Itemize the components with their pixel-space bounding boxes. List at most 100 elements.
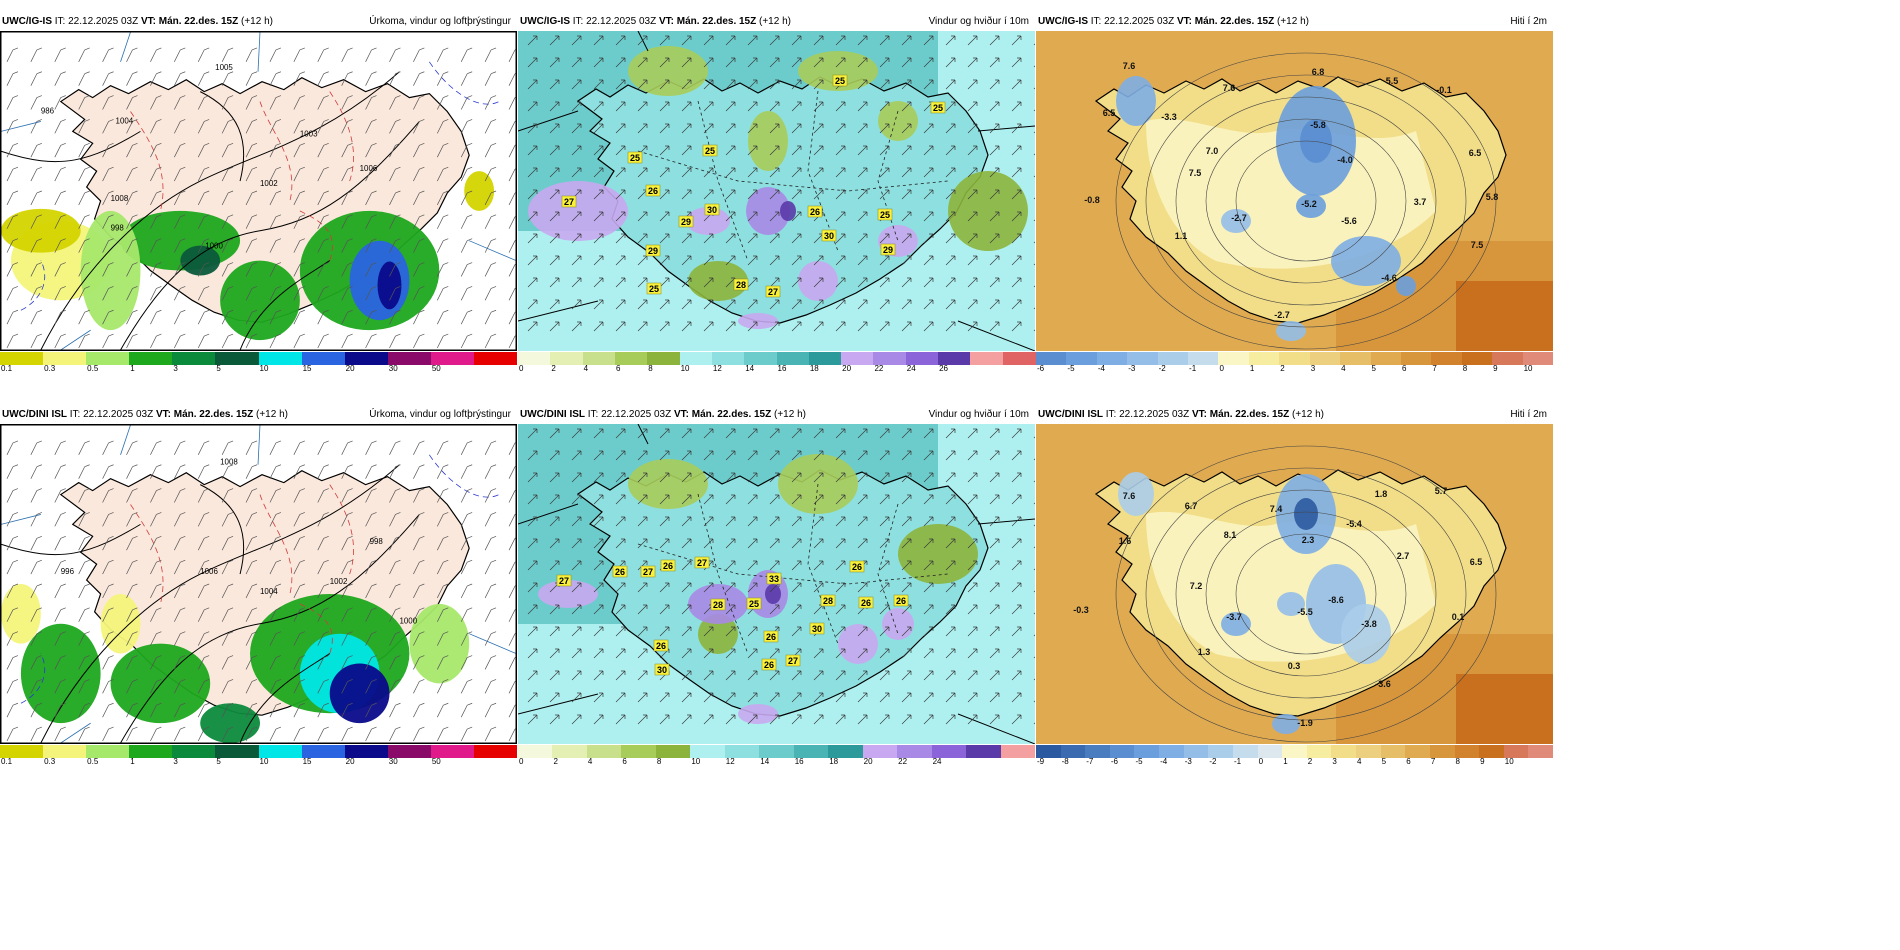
colorbar-tick: 7 [1430,757,1436,766]
it-label: IT: [587,409,599,420]
colorbar-tick: 1 [1283,757,1288,766]
colorbar-swatch [86,745,130,758]
panel-dini-temp: UWC/DINI ISL IT: 22.12.2025 03Z VT: Mán.… [1036,406,1554,766]
svg-text:33: 33 [769,574,779,584]
colorbar-tick: -7 [1086,757,1094,766]
pressure-label: 1008 [111,194,129,203]
gust-label: 27 [561,195,577,208]
pressure-label: 998 [370,537,384,546]
colorbar-swatch [552,745,588,758]
init-time: 22.12.2025 03Z [586,16,657,27]
pressure-label: 1004 [116,116,134,125]
vt-label: VT: [155,409,171,420]
temperature-label: 3.7 [1414,197,1427,207]
temperature-label: 2.7 [1397,551,1410,561]
colorbar: 0.1 0.3 0.5 1 3 5 10 15 20 30 50 [0,352,518,373]
colorbar-tick: 20 [842,364,852,373]
temperature-label: -2.7 [1274,310,1290,320]
colorbar-tick: 15 [302,757,312,766]
colorbar-swatch [387,352,432,365]
gust-label: 30 [821,229,837,242]
temperature-label: 7.0 [1206,146,1219,156]
svg-text:26: 26 [764,660,774,670]
colorbar-tick: 1 [130,364,135,373]
svg-text:28: 28 [713,600,723,610]
init-time: 22.12.2025 03Z [1104,16,1175,27]
colorbar-swatch [1492,352,1524,365]
colorbar-swatch [215,352,259,365]
pressure-label: 1003 [300,129,318,138]
gust-label: 28 [733,278,749,291]
temperature-label: 5.7 [1435,486,1448,496]
lead-time: (+12 h) [256,409,288,420]
gust-label: 27 [556,574,572,587]
gust-label: 26 [849,560,865,573]
colorbar-swatch [647,352,681,365]
colorbar-tick: 10 [259,364,269,373]
temperature-label: 0.1 [1452,612,1465,622]
colorbar-tick: 4 [1341,364,1346,373]
temperature-label: 7.6 [1123,61,1136,71]
colorbar-tick: -9 [1037,757,1045,766]
panel-ig-temp: UWC/IG-IS IT: 22.12.2025 03Z VT: Mán. 22… [1036,13,1554,373]
panel-ig-precip: UWC/IG-IS IT: 22.12.2025 03Z VT: Mán. 22… [0,13,518,373]
colorbar-tick: 24 [906,364,916,373]
colorbar-tick: 4 [1357,757,1362,766]
colorbar-tick: 0.5 [87,364,99,373]
colorbar-tick: 6 [615,364,621,373]
colorbar-swatch [1400,352,1432,365]
gust-label: 26 [893,594,909,607]
panel-title: Úrkoma, vindur og loftþrýstingur [369,409,511,420]
lead-time: (+12 h) [1277,16,1309,27]
colorbar-tick: 0 [1258,757,1264,766]
pressure-label: 986 [41,106,55,115]
colorbar-tick: 18 [829,757,839,766]
init-time: 22.12.2025 03Z [68,16,139,27]
svg-text:26: 26 [896,596,906,606]
colorbar-swatch [1232,745,1259,758]
colorbar-tick: -6 [1037,364,1045,373]
temperature-label: 5.8 [1486,192,1499,202]
temperature-label: 7.4 [1270,504,1283,514]
lead-time: (+12 h) [241,16,273,27]
pressure-label: 1005 [215,63,233,72]
temperature-label: 2.3 [1302,535,1315,545]
valid-time: Mán. 22.des. 15Z [158,16,239,27]
colorbar-swatch [970,352,1004,365]
colorbar-tick: 3 [173,757,178,766]
colorbar-swatch [344,745,389,758]
colorbar-tick: 2 [1280,364,1285,373]
it-label: IT: [572,16,584,27]
map-canvas: 1005 1008 1004 1003 1002 1000 1006 986 998 [1,32,516,350]
valid-time: Mán. 22.des. 15Z [691,409,772,420]
temperature-label: 6.5 [1470,557,1483,567]
colorbar-swatch [1370,352,1402,365]
colorbar-tick: 15 [302,364,312,373]
svg-text:28: 28 [823,596,833,606]
gust-label: 27 [640,565,656,578]
vt-label: VT: [140,16,156,27]
panel-title: Hiti í 2m [1510,16,1547,27]
colorbar-tick: -1 [1189,364,1197,373]
svg-text:25: 25 [749,599,759,609]
temperature-label: -3.7 [1226,612,1242,622]
colorbar-swatch [690,745,726,758]
colorbar-tick: 14 [760,757,770,766]
colorbar-tick: 10 [259,757,269,766]
temperature-label: -0.1 [1436,85,1452,95]
colorbar-swatch [518,352,551,365]
colorbar-swatch [1159,745,1185,758]
temperature-label: 7.6 [1123,491,1136,501]
colorbar-swatch [1340,352,1372,365]
svg-text:26: 26 [615,567,625,577]
colorbar-swatch [1356,745,1382,758]
colorbar-tick: 5 [216,364,221,373]
colorbar-swatch [1279,352,1311,365]
colorbar-tick: 20 [345,757,355,766]
colorbar-swatch [430,745,475,758]
gust-label: 27 [694,556,710,569]
svg-text:25: 25 [933,103,943,113]
colorbar-tick: 5 [1381,757,1387,766]
map-canvas: 25 25 25 25 26 27 29 30 26 25 29 30 29 28 27 25 [518,31,1035,351]
colorbar-tick: 8 [648,364,653,373]
